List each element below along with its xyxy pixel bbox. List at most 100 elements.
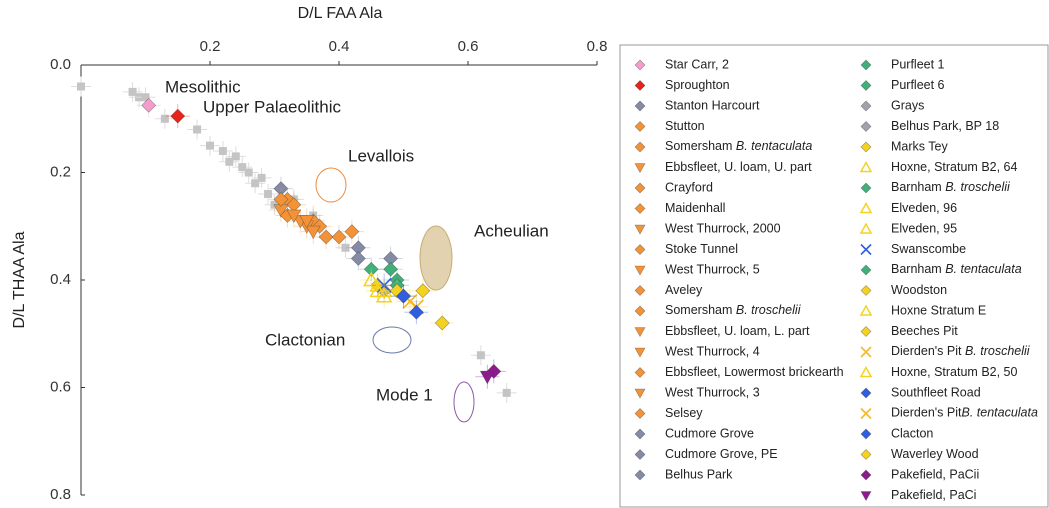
annotation: Levallois bbox=[348, 146, 414, 165]
legend-label: Stutton bbox=[665, 119, 705, 133]
legend-marker bbox=[634, 80, 646, 91]
point bbox=[396, 288, 411, 304]
legend-marker bbox=[860, 449, 872, 460]
background-point bbox=[251, 179, 260, 188]
legend-marker bbox=[860, 428, 872, 440]
legend-label: Dierden's PitB. tentaculata bbox=[891, 406, 1038, 420]
legend-marker bbox=[634, 265, 646, 276]
background-point bbox=[231, 152, 240, 161]
legend-box bbox=[619, 44, 1049, 508]
annotation: Upper Palaeolithic bbox=[203, 97, 341, 116]
legend-marker bbox=[634, 285, 646, 296]
legend-marker bbox=[634, 203, 646, 214]
legend-label: West Thurrock, 2000 bbox=[665, 221, 781, 235]
point bbox=[286, 209, 302, 224]
legend-label: Aveley bbox=[665, 283, 703, 297]
legend-label: Purfleet 6 bbox=[891, 78, 945, 92]
legend-marker bbox=[860, 346, 872, 358]
point bbox=[273, 191, 289, 207]
legend-label: Purfleet 1 bbox=[891, 57, 945, 71]
legend-label: Stanton Harcourt bbox=[665, 98, 760, 112]
legend-marker bbox=[860, 80, 872, 91]
legend-label: Marks Tey bbox=[891, 139, 948, 153]
y-tick-label: 0.2 bbox=[50, 163, 71, 180]
legend-label: West Thurrock, 5 bbox=[665, 262, 760, 276]
mode1-drawing bbox=[453, 381, 475, 423]
legend-label: Waverley Wood bbox=[891, 447, 979, 461]
y-tick-label: 0.4 bbox=[50, 271, 71, 288]
legend-marker bbox=[634, 121, 646, 132]
x-tick-label: 0.8 bbox=[587, 38, 608, 55]
legend-marker bbox=[634, 244, 646, 255]
legend-label: Ebbsfleet, Lowermost brickearth bbox=[665, 365, 844, 379]
legend-label: Ebbsfleet, U. loam, U. part bbox=[665, 160, 812, 174]
legend-label: Hoxne, Stratum B2, 64 bbox=[891, 160, 1018, 174]
legend-marker bbox=[860, 491, 872, 502]
background-point bbox=[244, 168, 253, 177]
legend-label: Clacton bbox=[891, 426, 933, 440]
legend-label: Grays bbox=[891, 98, 924, 112]
legend-marker bbox=[860, 243, 872, 256]
legend-marker bbox=[634, 347, 646, 358]
background-point bbox=[225, 157, 234, 166]
background-point bbox=[77, 82, 85, 91]
legend-marker bbox=[634, 449, 646, 460]
annotation: Mesolithic bbox=[165, 77, 241, 96]
point bbox=[344, 224, 360, 240]
point bbox=[299, 214, 315, 229]
legend-label: Belhus Park bbox=[665, 467, 733, 481]
point bbox=[305, 225, 321, 240]
legend-label: Pakefield, PaCi bbox=[891, 488, 976, 502]
legend-label: Maidenhall bbox=[665, 201, 725, 215]
point bbox=[350, 251, 366, 266]
legend-marker bbox=[860, 326, 872, 337]
legend-label: Somersham B. tentaculata bbox=[665, 139, 812, 153]
legend-marker bbox=[634, 367, 646, 378]
legend-marker bbox=[860, 264, 872, 276]
legend-label: Elveden, 95 bbox=[891, 221, 957, 235]
legend-label: Hoxne, Stratum B2, 50 bbox=[891, 365, 1018, 379]
legend-marker bbox=[634, 59, 646, 71]
clactonian-drawing bbox=[372, 326, 412, 354]
y-axis-label: D/L THAA Ala bbox=[11, 231, 28, 328]
legend-label: Hoxne Stratum E bbox=[891, 303, 986, 317]
background-point bbox=[193, 125, 202, 134]
legend-marker bbox=[860, 121, 872, 132]
legend-marker bbox=[634, 469, 646, 481]
legend-label: Sproughton bbox=[665, 78, 730, 92]
point bbox=[383, 261, 399, 277]
point bbox=[415, 283, 431, 299]
legend-label: Beeches Pit bbox=[891, 324, 958, 338]
background-point bbox=[218, 147, 227, 155]
y-tick-label: 0.6 bbox=[50, 378, 71, 395]
annotation: Mode 1 bbox=[376, 385, 433, 404]
x-tick-label: 0.6 bbox=[458, 38, 479, 55]
background-point bbox=[264, 190, 273, 198]
legend-label: Star Carr, 2 bbox=[665, 57, 729, 71]
point bbox=[434, 315, 450, 331]
legend-marker bbox=[860, 59, 872, 71]
legend-marker bbox=[634, 224, 646, 235]
point bbox=[369, 282, 386, 298]
legend-marker bbox=[859, 201, 873, 214]
legend-label: Swanscombe bbox=[891, 242, 966, 256]
point bbox=[408, 304, 424, 320]
legend-label: Barnham B. tentaculata bbox=[891, 262, 1022, 276]
legend-label: Southfleet Road bbox=[891, 385, 981, 399]
legend-marker bbox=[634, 141, 646, 153]
y-tick-label: 0.8 bbox=[50, 486, 71, 503]
legend-label: Stoke Tunnel bbox=[665, 242, 738, 256]
legend-marker bbox=[634, 182, 646, 194]
legend-marker bbox=[860, 100, 872, 112]
x-tick-label: 0.2 bbox=[200, 38, 221, 55]
background-point bbox=[502, 388, 511, 397]
point bbox=[362, 271, 380, 287]
legend-label: West Thurrock, 4 bbox=[665, 344, 760, 358]
legend-marker bbox=[859, 365, 873, 378]
legend-marker bbox=[634, 305, 646, 317]
legend-marker bbox=[860, 407, 872, 420]
legend-label: Crayford bbox=[665, 180, 713, 194]
background-point bbox=[206, 141, 214, 150]
point bbox=[363, 261, 379, 277]
levallois-drawing bbox=[315, 167, 347, 203]
